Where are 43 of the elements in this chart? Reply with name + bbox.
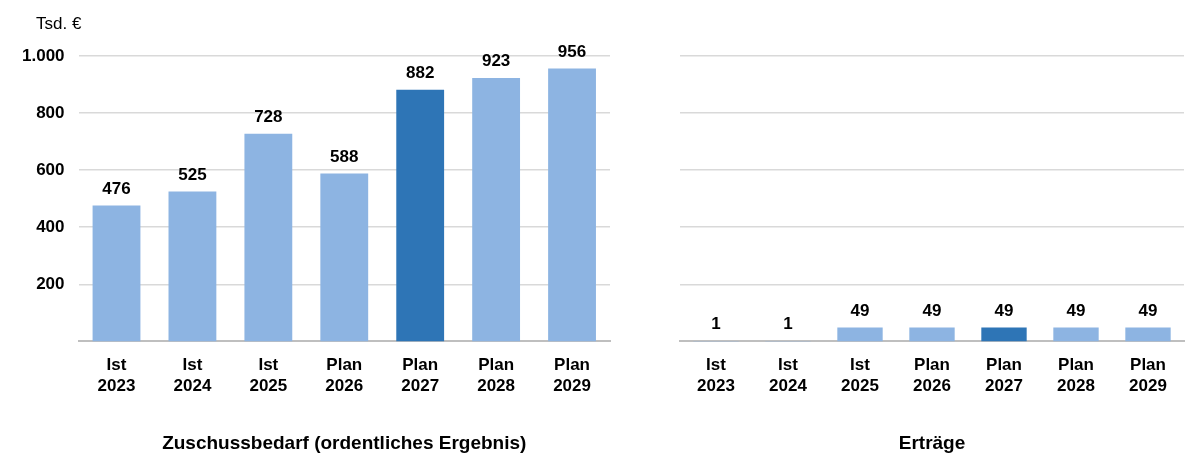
x-axis-title: Erträge: [898, 431, 966, 453]
x-tick-label: Plan 2029: [1129, 355, 1167, 395]
data-label: 525: [178, 164, 207, 184]
data-label: 956: [557, 41, 587, 61]
x-tick-label: Ist 2023: [97, 355, 136, 395]
bar: [472, 77, 521, 342]
x-tick-label: Ist 2024: [173, 355, 212, 395]
x-tick-label: Ist 2025: [841, 355, 879, 395]
data-label: 49: [1138, 300, 1158, 320]
data-label: 49: [850, 300, 870, 320]
x-tick-label: Plan 2028: [477, 355, 516, 395]
x-tick-label: Ist 2023: [697, 355, 735, 395]
data-label: 1: [783, 314, 793, 334]
bar: [548, 68, 596, 342]
data-label: 476: [102, 178, 131, 198]
y-tick-label: 800: [36, 102, 65, 122]
data-label: 49: [994, 300, 1014, 320]
y-tick-label: 200: [36, 274, 65, 294]
data-label: 588: [330, 146, 359, 166]
data-label: 923: [481, 51, 511, 71]
x-tick-label: Plan 2026: [325, 355, 364, 395]
bar: [92, 205, 141, 342]
x-tick-label: Plan 2028: [1057, 355, 1095, 395]
y-tick-label: 600: [36, 159, 65, 179]
data-label: 882: [406, 62, 435, 82]
x-tick-label: Plan 2029: [553, 355, 591, 395]
x-tick-label: Plan 2026: [913, 355, 951, 395]
x-tick-label: Ist 2024: [769, 355, 808, 395]
x-tick-label: Plan 2027: [985, 355, 1023, 395]
data-label: 1: [711, 314, 721, 334]
x-tick-label: Plan 2027: [401, 355, 440, 395]
bar: [320, 173, 369, 342]
data-label: 49: [1066, 300, 1086, 320]
y-axis-title: Tsd. €: [36, 14, 82, 34]
x-tick-label: Ist 2025: [249, 355, 288, 395]
bar: [168, 191, 217, 342]
x-axis-title: Zuschussbedarf (ordentliches Ergebnis): [162, 431, 527, 453]
data-label: 728: [254, 106, 283, 126]
data-label: 49: [922, 300, 942, 320]
bar: [396, 89, 445, 342]
bar: [244, 133, 293, 342]
y-tick-label: 400: [36, 216, 65, 236]
y-tick-label: 1.000: [21, 45, 65, 65]
